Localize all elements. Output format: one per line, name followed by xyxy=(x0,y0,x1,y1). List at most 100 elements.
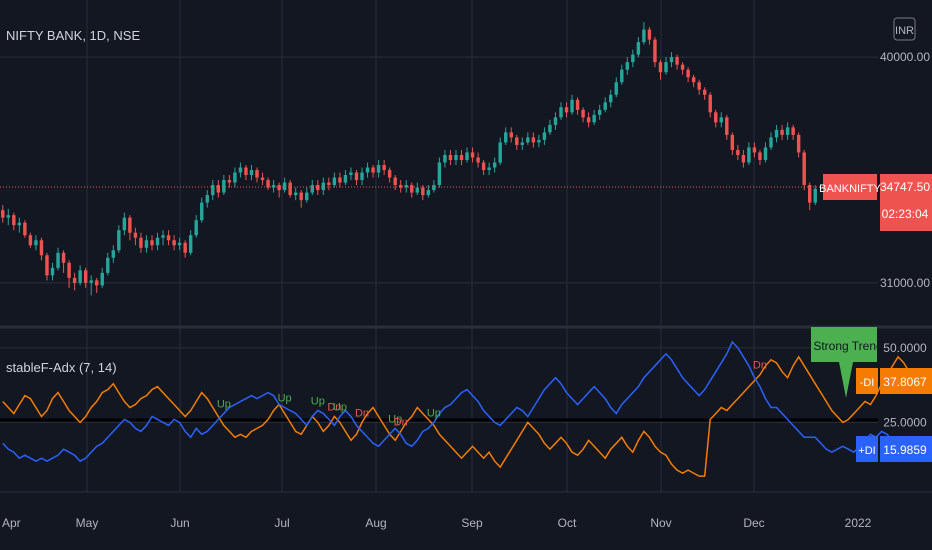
candle[interactable] xyxy=(714,109,718,128)
candle[interactable] xyxy=(365,162,370,178)
candle[interactable] xyxy=(509,127,513,143)
candle[interactable] xyxy=(216,180,221,198)
candle[interactable] xyxy=(796,132,801,158)
candle[interactable] xyxy=(459,149,464,165)
candle[interactable] xyxy=(111,245,116,263)
price-axis[interactable]: 40000.00 31000.00 xyxy=(880,50,930,290)
candle[interactable] xyxy=(802,149,806,191)
candle[interactable] xyxy=(305,187,309,203)
candle[interactable] xyxy=(448,149,453,165)
candle[interactable] xyxy=(736,144,740,160)
candle[interactable] xyxy=(360,167,364,186)
candle[interactable] xyxy=(702,87,707,100)
candle[interactable] xyxy=(293,187,298,201)
candle[interactable] xyxy=(387,167,392,183)
candle[interactable] xyxy=(78,265,82,286)
candle[interactable] xyxy=(697,79,701,95)
candle[interactable] xyxy=(255,167,259,183)
candle[interactable] xyxy=(575,97,580,115)
candle[interactable] xyxy=(61,250,66,273)
candle[interactable] xyxy=(476,152,480,168)
candle[interactable] xyxy=(376,159,381,178)
candle[interactable] xyxy=(725,114,729,140)
candle[interactable] xyxy=(686,67,690,83)
candle[interactable] xyxy=(349,167,353,181)
candle[interactable] xyxy=(398,180,403,193)
candle[interactable] xyxy=(813,185,817,206)
candle[interactable] xyxy=(211,180,215,201)
candle[interactable] xyxy=(631,49,635,68)
candle[interactable] xyxy=(443,149,447,168)
candle[interactable] xyxy=(487,162,491,176)
candle[interactable] xyxy=(415,182,420,196)
candle[interactable] xyxy=(316,180,320,196)
candle[interactable] xyxy=(188,230,193,256)
candle[interactable] xyxy=(310,180,314,196)
candle[interactable] xyxy=(260,172,265,186)
candle[interactable] xyxy=(636,37,641,58)
candle[interactable] xyxy=(481,159,486,176)
symbol-title[interactable]: NIFTY BANK, 1D, NSE xyxy=(6,28,140,43)
candle[interactable] xyxy=(548,119,552,135)
candle[interactable] xyxy=(222,175,226,196)
candle[interactable] xyxy=(299,190,303,208)
candlestick-series[interactable] xyxy=(1,22,817,296)
candle[interactable] xyxy=(321,177,326,196)
candle[interactable] xyxy=(56,247,60,271)
candle[interactable] xyxy=(780,124,784,140)
candle[interactable] xyxy=(570,94,574,115)
candle[interactable] xyxy=(227,175,232,188)
candle[interactable] xyxy=(642,22,646,45)
candle[interactable] xyxy=(741,149,746,168)
candle[interactable] xyxy=(559,102,563,120)
indicator-axis[interactable]: 50.0000 25.0000 xyxy=(883,341,927,430)
candle[interactable] xyxy=(72,272,77,291)
time-axis[interactable]: Apr May Jun Jul Aug Sep Oct Nov Dec 2022 xyxy=(2,516,872,530)
candle[interactable] xyxy=(23,220,27,238)
candle[interactable] xyxy=(410,182,414,198)
candle[interactable] xyxy=(150,235,154,251)
candle[interactable] xyxy=(592,109,596,125)
candle[interactable] xyxy=(515,134,519,150)
candle[interactable] xyxy=(155,232,160,251)
candle[interactable] xyxy=(6,208,11,226)
candle[interactable] xyxy=(719,112,723,128)
candle[interactable] xyxy=(603,97,607,113)
candle[interactable] xyxy=(45,252,49,281)
candle[interactable] xyxy=(421,185,425,201)
candle[interactable] xyxy=(161,230,165,246)
candle[interactable] xyxy=(564,102,569,118)
candle[interactable] xyxy=(758,149,762,165)
candle[interactable] xyxy=(465,147,469,163)
candle[interactable] xyxy=(271,180,276,193)
candle[interactable] xyxy=(106,252,110,276)
candle[interactable] xyxy=(177,237,182,251)
candle[interactable] xyxy=(327,177,331,191)
candle[interactable] xyxy=(553,112,558,130)
candle[interactable] xyxy=(50,262,55,281)
currency-badge[interactable]: INR xyxy=(893,17,916,41)
candle[interactable] xyxy=(354,170,359,186)
candle[interactable] xyxy=(183,240,187,258)
candle[interactable] xyxy=(669,52,674,68)
candle[interactable] xyxy=(426,185,431,198)
candle[interactable] xyxy=(664,57,668,75)
candle[interactable] xyxy=(531,132,536,148)
candle[interactable] xyxy=(537,134,541,148)
candle[interactable] xyxy=(233,167,237,188)
candle[interactable] xyxy=(520,137,525,150)
candle[interactable] xyxy=(658,59,663,80)
candle[interactable] xyxy=(470,147,475,163)
candle[interactable] xyxy=(371,165,375,178)
candle[interactable] xyxy=(277,182,281,198)
candle[interactable] xyxy=(763,142,768,163)
candle[interactable] xyxy=(194,215,198,238)
candle[interactable] xyxy=(288,180,292,198)
candle[interactable] xyxy=(625,57,630,75)
candle[interactable] xyxy=(542,127,547,145)
candle[interactable] xyxy=(597,104,602,120)
candle[interactable] xyxy=(166,230,171,246)
candle[interactable] xyxy=(708,92,712,118)
candle[interactable] xyxy=(343,170,348,186)
